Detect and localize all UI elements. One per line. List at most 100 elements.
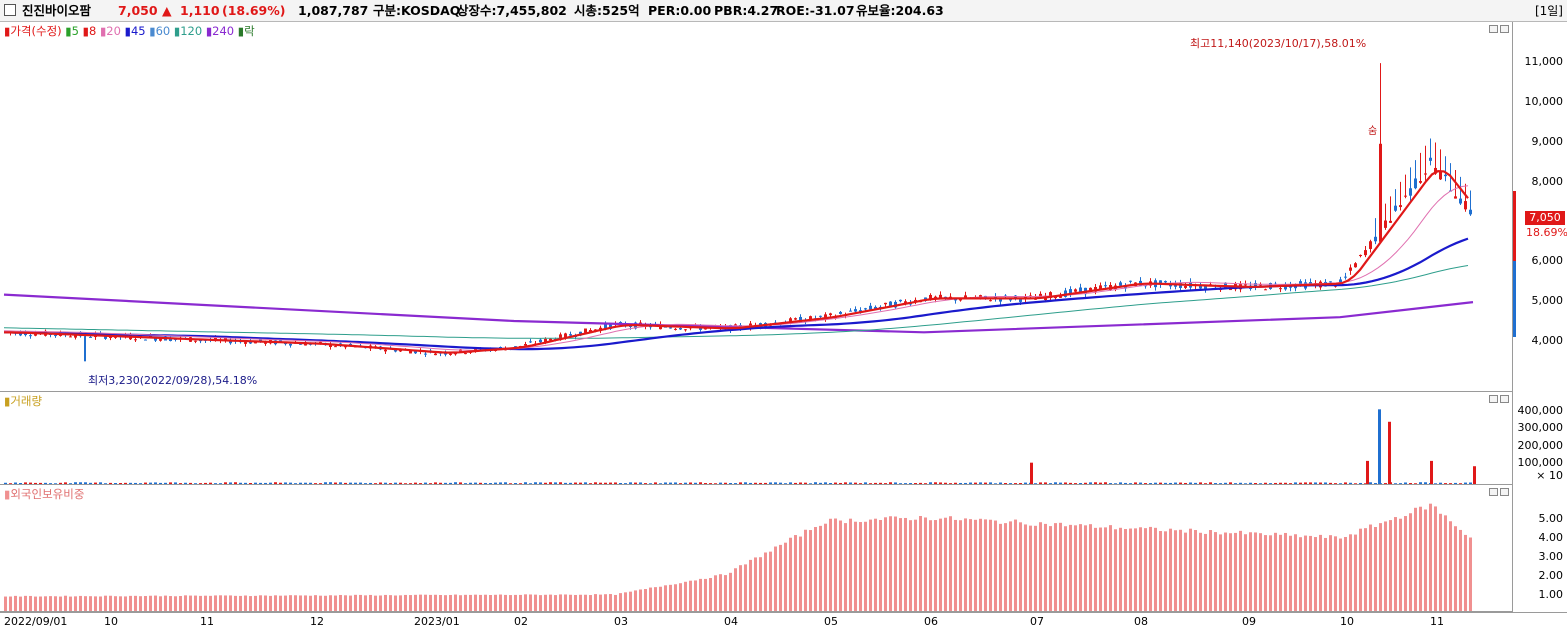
volume-bar [594,482,597,484]
x-tick: 09 [1242,615,1256,628]
volume-bar [644,483,647,484]
candle-body [1429,157,1432,161]
volume-bar [1419,482,1422,484]
volume-bar [14,482,17,484]
per-value: PER:0.00 [648,3,712,18]
price-panel[interactable]: ▮가격(수정) ▮5 ▮8 ▮20 ▮45 ▮60 ▮120 ▮240 ▮락 최… [0,22,1512,392]
candle-body [399,349,402,352]
y-tick: 8,000 [1531,175,1564,188]
foreign-ratio-bar [864,521,867,611]
volume-bar [1224,482,1227,484]
panel-minimize-icon[interactable] [1489,25,1498,33]
foreign-ratio-bar [1419,506,1422,611]
panel-maximize-icon[interactable] [1500,488,1509,496]
foreign-ratio-bar [1294,534,1297,611]
foreign-ratio-bar [1099,527,1102,611]
volume-bar [1184,482,1187,484]
volume-bar [1099,482,1102,484]
volume-bar [1434,483,1437,484]
candle-body [604,324,607,329]
volume-bar [764,482,767,484]
volume-bar [64,482,67,484]
foreign-ratio-bar [1109,525,1112,611]
foreign-ratio-bar [64,595,67,611]
foreign-ratio-bar [329,595,332,611]
foreign-ratio-bar [1104,527,1107,611]
foreign-ratio-bar [709,578,712,611]
candle-body [674,328,677,330]
foreign-ratio-bar [1359,528,1362,611]
foreign-ratio-bar [84,596,87,611]
foreign-ratio-bar [1134,528,1137,611]
candle-body [829,313,832,316]
pbr-value: PBR:4.27 [714,3,779,18]
candle-body [1259,284,1262,286]
foreign-ratio-bar [689,580,692,611]
candle-body [549,338,552,341]
foreign-ratio-bar [1399,518,1402,611]
foreign-ratio-bar [129,595,132,611]
foreign-ratio-bar [9,596,12,611]
volume-bar [434,482,437,484]
volume-bar [689,482,692,484]
foreign-ratio-bar [59,596,62,611]
foreign-ratio-bar [1439,513,1442,611]
candle-body [684,329,687,331]
period-selector[interactable]: [1일] [1534,4,1563,18]
foreign-ratio-bar [114,596,117,611]
volume-bar [654,482,657,484]
panel-minimize-icon[interactable] [1489,395,1498,403]
volume-bar [1109,483,1112,484]
panel-minimize-icon[interactable] [1489,488,1498,496]
volume-bar [679,483,682,484]
candle-body [34,333,37,336]
foreign-ratio-bar [679,583,682,611]
stock-name[interactable]: 진진바이오팜 [22,3,92,18]
volume-bar [1204,483,1207,484]
volume-bar [264,482,267,484]
foreign-ratio-bar [644,589,647,611]
y-tick: 200,000 [1517,439,1564,452]
panel-maximize-icon[interactable] [1500,395,1509,403]
foreign-ratio-bar [344,595,347,611]
foreign-panel[interactable]: ▮외국인보유비중 [0,485,1512,612]
volume-bar [1049,483,1052,484]
foreign-ratio-bar [544,594,547,611]
volume-bar [1324,482,1327,484]
volume-bar [254,482,257,484]
volume-bar [349,482,352,484]
foreign-ratio-bar [1224,532,1227,611]
foreign-ratio-bar [1059,522,1062,611]
volume-bar [49,483,52,484]
foreign-ratio-bar [1014,519,1017,611]
volume-bar [709,483,712,484]
high-annotation: 최고11,140(2023/10/17),58.01% [1190,37,1367,50]
candle-body [1229,289,1232,291]
price-change-pct: (18.69%) [222,3,286,18]
candle-body [979,295,982,298]
volume-bar [489,483,492,484]
foreign-ratio-bar [834,518,837,611]
candle-body [1454,196,1457,199]
volume-unit-label: × 10 [1536,469,1563,482]
candle-body [1254,283,1257,288]
volume-chart [4,409,1476,484]
candle-body [424,353,427,355]
volume-bar [684,482,687,484]
marker-label: 숨 [1368,126,1378,137]
volume-bar [1144,483,1147,484]
panel-maximize-icon[interactable] [1500,25,1509,33]
candle-body [889,301,892,308]
volume-panel[interactable]: ▮거래량 [0,392,1512,485]
volume-bar [599,482,602,484]
foreign-ratio-bar [1219,534,1222,611]
foreign-ratio-bar [1309,535,1312,611]
select-checkbox[interactable] [4,4,16,16]
foreign-ratio-bar [274,595,277,611]
foreign-ratio-bar [214,595,217,611]
volume-bar [1124,482,1127,484]
foreign-ratio-bar [144,596,147,611]
foreign-ratio-bar [1339,538,1342,611]
foreign-ratio-bar [839,520,842,611]
volume-bar [229,482,232,484]
